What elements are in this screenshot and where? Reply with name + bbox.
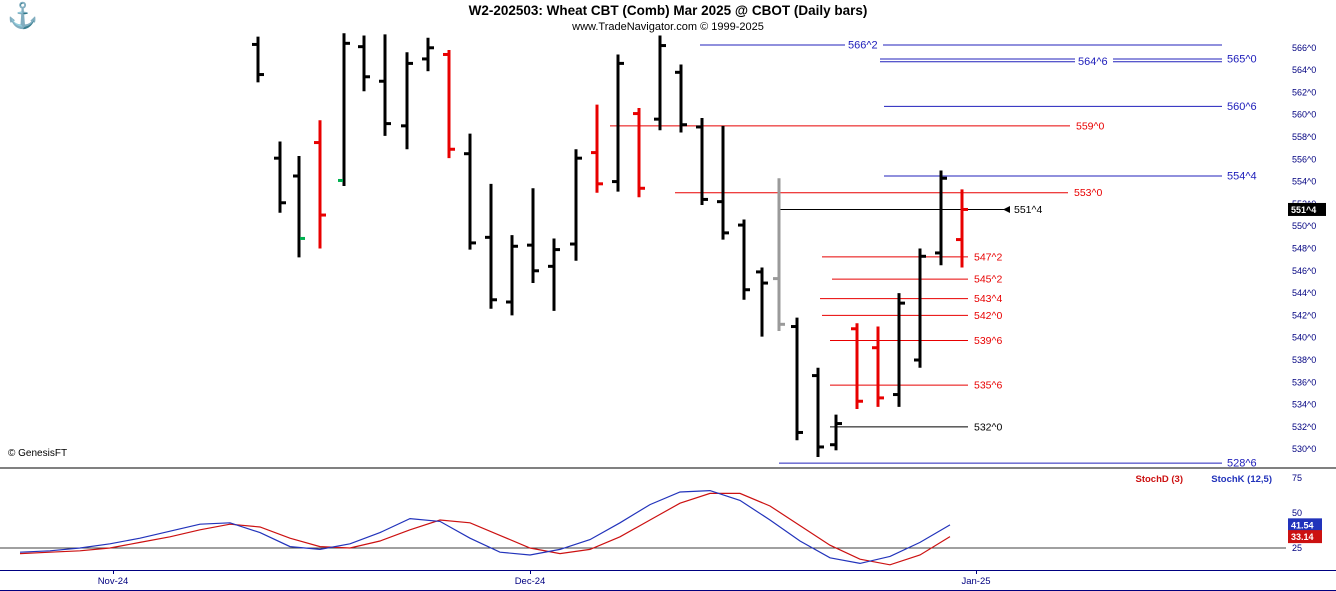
date-label-dec-24: Dec-24 [514,576,546,587]
price-axis-tick: 562^0 [1292,87,1316,97]
price-level-label: 547^2 [974,251,1002,263]
price-axis-tick: 540^0 [1292,333,1316,343]
stochd-value-box-text: 33.14 [1291,532,1314,542]
price-level-label: 565^0 [1227,53,1257,65]
stoch-axis-tick: 50 [1292,508,1302,518]
price-level-label: 542^0 [974,310,1002,322]
price-level-label: 539^6 [974,335,1002,347]
price-axis-tick: 530^0 [1292,444,1316,454]
price-level-label: 543^4 [974,293,1002,305]
price-axis-tick: 560^0 [1292,110,1316,120]
price-axis-tick: 566^0 [1292,43,1316,53]
price-axis-tick: 550^0 [1292,221,1316,231]
price-level-label: 528^6 [1227,458,1257,470]
stochd-value-box [1288,530,1322,544]
price-axis-tick: 538^0 [1292,355,1316,365]
stochk-value-box-text: 41.54 [1291,520,1314,530]
price-level-label: 535^6 [974,380,1002,392]
price-axis-tick: 542^0 [1292,310,1316,320]
stoch-axis-tick: 75 [1292,473,1302,483]
price-axis-tick: 564^0 [1292,65,1316,75]
price-axis-tick: 532^0 [1292,422,1316,432]
price-level-label: 554^4 [1227,171,1257,183]
price-level-label: 532^0 [974,421,1002,433]
stochk-value-box [1288,518,1322,532]
price-axis-tick: 558^0 [1292,132,1316,142]
price-level-label: 560^6 [1227,101,1257,113]
stoch-axis-tick: 25 [1292,543,1302,553]
price-level-label: 545^2 [974,274,1002,286]
genesisft-logo-icon: ⚓ [7,2,39,30]
date-tick [113,571,114,574]
price-axis-tick: 544^0 [1292,288,1316,298]
price-axis-tick: 534^0 [1292,400,1316,410]
chart-title: W2-202503: Wheat CBT (Comb) Mar 2025 @ C… [468,3,868,18]
stochd-label: StochD (3) [1136,474,1184,485]
price-axis-tick: 546^0 [1292,266,1316,276]
price-axis-tick: 556^0 [1292,154,1316,164]
date-tick [530,571,531,574]
date-label-jan-25: Jan-25 [961,576,991,587]
date-tick [976,571,977,574]
stochd-line [19,492,951,566]
price-level-label: 551^4 [1014,204,1042,216]
date-label-nov-24: Nov-24 [97,576,129,587]
price-arrow-icon [1003,205,1010,213]
price-level-label: 564^6 [1078,56,1108,68]
price-axis-tick: 548^0 [1292,243,1316,253]
price-level-label: 566^2 [848,40,878,52]
date-axis: Nov-24 Dec-24 Jan-25 [0,570,1336,591]
price-axis-tick: 554^0 [1292,177,1316,187]
level-label-bg [845,38,883,52]
level-label-bg [1075,54,1113,69]
copyright-watermark: © GenesisFT [8,448,68,459]
last-price-box [1288,202,1326,216]
last-price-value: 551^4 [1291,205,1316,215]
chart-subtitle: www.TradeNavigator.com © 1999-2025 [572,21,764,33]
price-level-label: 553^0 [1074,187,1102,199]
price-level-label: 559^0 [1076,120,1104,132]
stochk-line [19,489,951,565]
price-axis-tick: 536^0 [1292,377,1316,387]
stochk-label: StochK (12,5) [1211,474,1272,485]
